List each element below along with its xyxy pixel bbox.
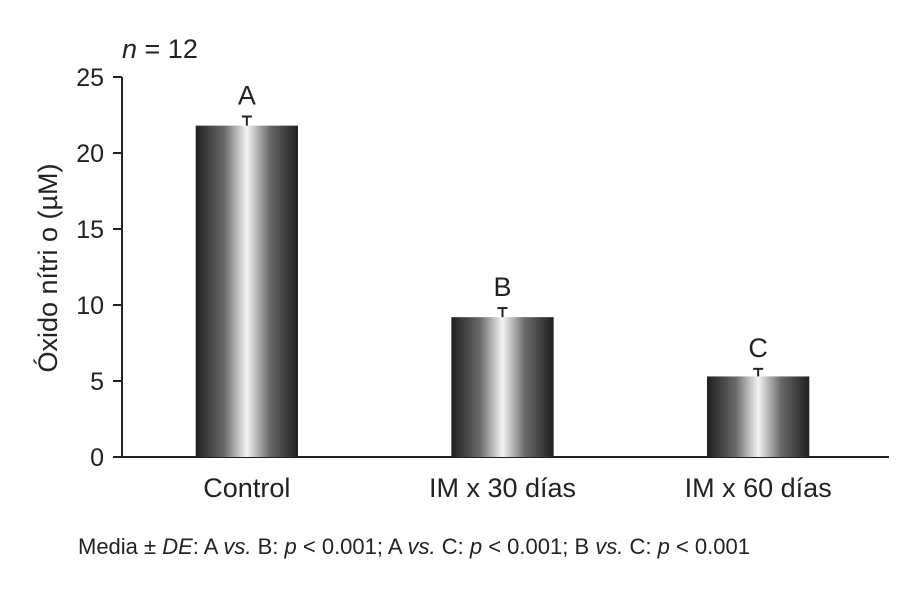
footnote-text: C: xyxy=(435,534,470,559)
footnote: Media ± DE: A vs. B: p < 0.001; A vs. C:… xyxy=(78,534,750,560)
group-letter-label: C xyxy=(748,333,768,363)
y-tick-label: 10 xyxy=(76,292,104,320)
bar xyxy=(195,125,298,457)
y-tick-label: 5 xyxy=(90,368,104,396)
bar xyxy=(451,317,554,457)
footnote-text: B: xyxy=(251,534,285,559)
footnote-text: < 0.001 xyxy=(669,534,750,559)
sample-size-value: = 12 xyxy=(137,34,198,64)
footnote-text: C: xyxy=(623,534,658,559)
footnote-text: vs. xyxy=(407,534,436,559)
y-axis-label: Óxido nítri o (µM) xyxy=(32,163,63,372)
sample-size-label: n = 12 xyxy=(122,34,198,64)
sample-size-n: n xyxy=(122,34,137,64)
footnote-text: p xyxy=(469,534,483,559)
y-tick-label: 0 xyxy=(90,444,104,472)
x-tick-labels: Control IM x 30 días IM x 60 días xyxy=(203,473,831,503)
y-tick-label: 25 xyxy=(76,64,104,92)
x-tick-label: IM x 30 días xyxy=(429,473,576,503)
group-letter-label: B xyxy=(493,272,511,302)
x-tick-label: Control xyxy=(203,473,290,503)
bars: A B C xyxy=(195,81,810,457)
footnote-text: Media ± xyxy=(78,534,163,559)
footnote-text: < 0.001; A xyxy=(296,534,408,559)
footnote-text: vs. xyxy=(223,534,252,559)
y-ticks: 0 5 10 15 20 25 xyxy=(76,64,122,472)
footnote-text: < 0.001; B xyxy=(482,534,596,559)
group-letter-label: A xyxy=(238,81,256,111)
x-tick-label: IM x 60 días xyxy=(685,473,832,503)
footnote-text: DE xyxy=(162,534,193,559)
y-tick-label: 15 xyxy=(76,216,104,244)
y-tick-label: 20 xyxy=(76,140,104,168)
footnote-text: p xyxy=(284,534,297,559)
bar xyxy=(707,376,810,457)
footnote-text: vs. xyxy=(595,534,624,559)
bar-chart: n = 12 0 5 10 15 20 25 A B C Control IM x 30 día… xyxy=(32,34,889,503)
footnote-text: : A xyxy=(192,534,224,559)
footnote-text: p xyxy=(657,534,670,559)
